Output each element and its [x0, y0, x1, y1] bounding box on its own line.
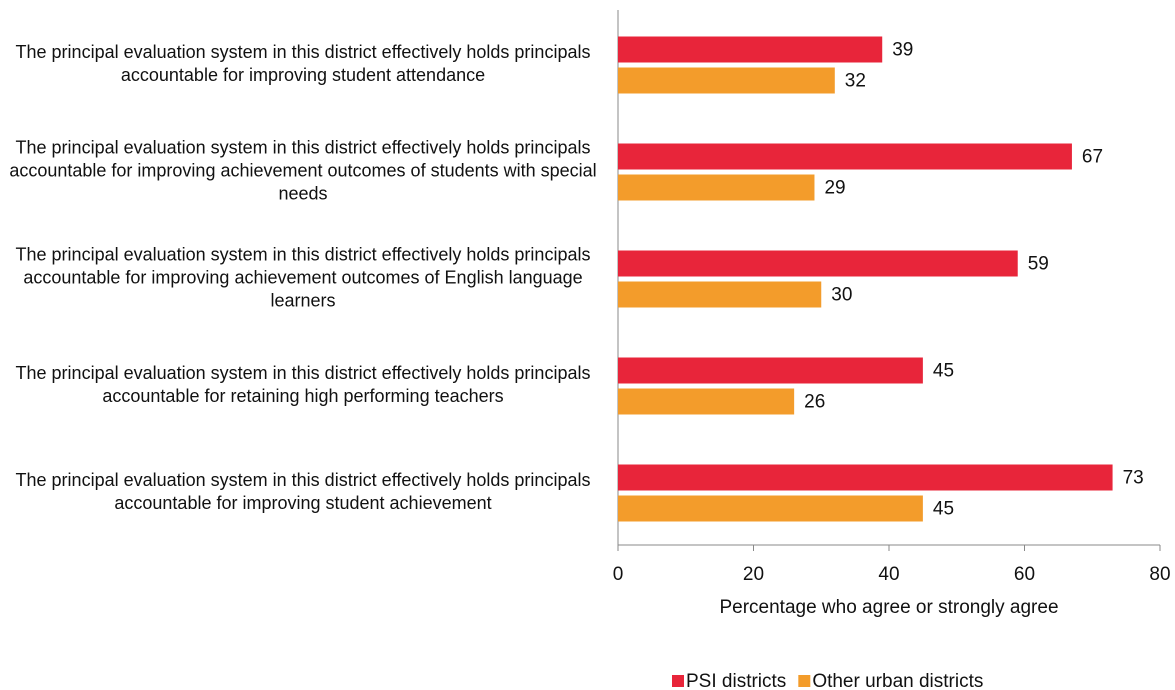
bar	[618, 464, 1113, 491]
y-tick-label: The principal evaluation system in this …	[9, 137, 597, 203]
data-label: 29	[824, 178, 845, 199]
y-tick-label: The principal evaluation system in this …	[15, 362, 591, 406]
bar	[618, 36, 883, 63]
y-tick-label: The principal evaluation system in this …	[15, 41, 591, 85]
bar	[618, 67, 835, 94]
data-label: 30	[831, 285, 852, 306]
data-label: 67	[1082, 147, 1103, 168]
data-label: 45	[933, 361, 954, 382]
x-tick-label: 20	[743, 564, 764, 585]
bar	[618, 250, 1018, 277]
legend-label: Other urban districts	[812, 671, 983, 690]
bar	[618, 357, 923, 384]
legend-swatch	[798, 675, 811, 687]
legend-swatch	[672, 675, 684, 687]
x-tick-label: 80	[1149, 564, 1170, 585]
x-tick-label: 60	[1014, 564, 1035, 585]
data-label: 59	[1028, 254, 1049, 275]
bar	[618, 388, 795, 415]
legend-label: PSI districts	[686, 671, 786, 690]
x-tick-label: 0	[613, 564, 624, 585]
bar	[618, 174, 815, 201]
data-label: 39	[892, 40, 913, 61]
data-label: 26	[804, 392, 825, 413]
y-tick-label: The principal evaluation system in this …	[15, 244, 591, 310]
y-tick-label: The principal evaluation system in this …	[15, 469, 591, 513]
data-label: 32	[845, 71, 866, 92]
data-label: 45	[933, 499, 954, 520]
x-tick-label: 40	[878, 564, 899, 585]
bar	[618, 495, 923, 522]
data-label: 73	[1123, 468, 1144, 489]
bar	[618, 143, 1072, 170]
x-axis-label: Percentage who agree or strongly agree	[719, 597, 1058, 618]
bar	[618, 281, 822, 308]
